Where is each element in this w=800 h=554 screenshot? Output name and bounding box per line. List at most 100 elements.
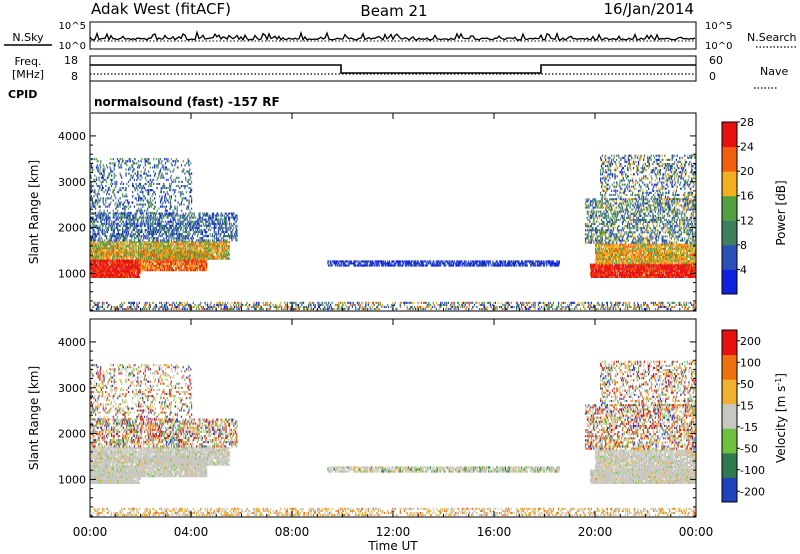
range-gate-cell [138,274,139,276]
range-gate-cell [141,241,142,243]
range-gate-cell [173,267,174,269]
range-gate-cell [113,258,114,260]
range-gate-cell [127,241,128,243]
range-gate-cell [114,249,115,251]
nave-tick-hi: 60 [709,54,723,67]
radar-summary-plot: Adak West (fitACF) Beam 21 16/Jan/2014 N… [0,0,800,554]
range-gate-cell [221,251,222,253]
range-gate-cell [136,247,137,249]
nsky-trace [90,32,695,40]
range-gate-cell [200,256,201,258]
range-gate-cell [143,251,144,253]
range-gate-cell [229,245,230,247]
range-gate-cell [215,243,216,245]
range-gate-cell [133,259,134,261]
range-gate-cell [107,262,108,264]
range-gate-cell [151,267,152,269]
range-gate-cell [104,258,105,260]
range-gate-cell [193,241,194,243]
range-gate-cell [135,249,136,251]
range-gate-cell [153,254,154,256]
range-gate-cell [210,251,211,253]
range-gate-cell [190,251,191,253]
range-gate-cell [136,254,137,256]
range-gate-cell [217,247,218,249]
range-gate-cell [200,249,201,251]
range-gate-cell [111,254,112,256]
range-gate-cell [130,256,131,258]
range-gate-cell [222,245,223,247]
range-gate-cell [114,259,115,261]
range-gate-cell [194,265,195,267]
range-gate-cell [180,251,181,253]
range-gate-cell [177,261,178,263]
range-gate-cell [100,258,101,260]
range-gate-cell [153,263,154,265]
range-gate-cell [206,245,207,247]
freq-label: Freq. [14,55,41,68]
nsky-tick-lo: 10^0 [59,41,86,52]
range-gate-cell [102,249,103,251]
range-gate-cell [189,256,190,258]
range-gate-cell [202,263,203,265]
range-gate-cell [223,258,224,260]
range-gate-cell [111,243,112,245]
range-gate-cell [104,249,105,251]
nsky-label: N.Sky [12,31,44,44]
range-gate-cell [192,254,193,256]
range-gate-cell [109,264,110,266]
range-gate-cell [201,251,202,253]
range-gate-cell [181,261,182,263]
range-gate-cell [141,258,142,260]
freq-tick-hi: 18 [64,54,78,67]
range-gate-cell [192,263,193,265]
range-gate-cell [206,269,207,271]
range-gate-cell [127,258,128,260]
range-gate-cell [145,254,146,256]
range-gate-cell [168,263,169,265]
range-gate-cell [110,241,111,243]
range-gate-cell [98,243,99,245]
range-gate-cell [148,267,149,269]
range-gate-cell [173,243,174,245]
range-gate-cell [202,243,203,245]
range-gate-cell [191,258,192,260]
range-gate-cell [208,254,209,256]
range-gate-cell [127,243,128,245]
range-gate-cell [132,258,133,260]
range-gate-cell [162,256,163,258]
range-gate-cell [130,249,131,251]
range-gate-cell [140,272,141,274]
range-gate-cell [180,245,181,247]
range-gate-cell [215,256,216,258]
range-gate-cell [127,249,128,251]
range-gate-cell [96,254,97,256]
range-gate-cell [150,247,151,249]
range-gate-cell [159,251,160,253]
range-gate-cell [172,254,173,256]
range-gate-cell [134,254,135,256]
power-scatter-cells [90,155,696,310]
range-gate-cell [97,264,98,266]
range-gate-cell [160,269,161,271]
range-gate-cell [156,258,157,260]
range-gate-cell [183,251,184,253]
range-gate-cell [141,249,142,251]
range-gate-cell [134,272,135,274]
range-gate-cell [115,241,116,243]
range-gate-cell [169,241,170,243]
range-gate-cell [197,243,198,245]
range-gate-cell [120,254,121,256]
range-gate-cell [147,247,148,249]
range-gate-cell [119,243,120,245]
range-gate-cell [158,241,159,243]
range-gate-cell [143,256,144,258]
range-gate-cell [151,265,152,267]
range-gate-cell [104,251,105,253]
range-gate-cell [219,245,220,247]
range-gate-cell [130,270,131,272]
range-gate-cell [117,258,118,260]
range-gate-cell [118,241,119,243]
range-gate-cell [229,258,230,260]
range-gate-cell [174,251,175,253]
